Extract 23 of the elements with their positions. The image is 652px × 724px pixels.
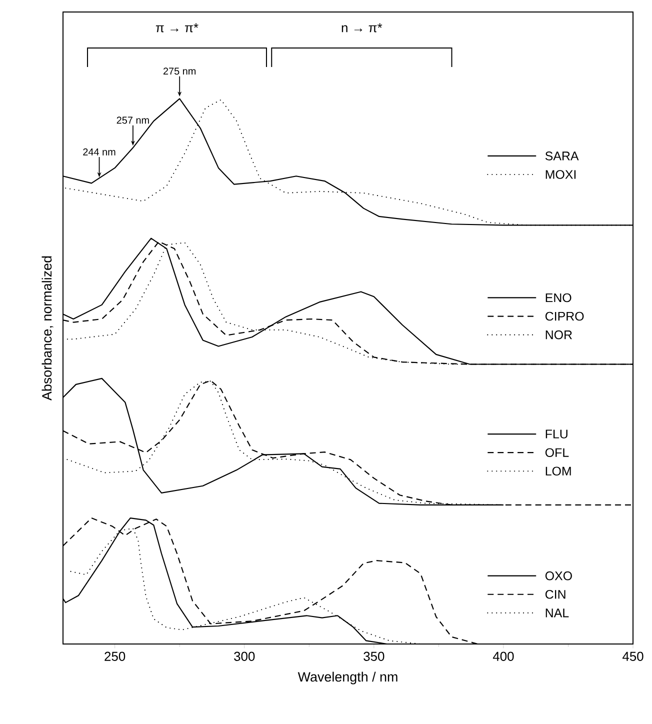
legend-label: SARA [545, 152, 579, 160]
legend-label: MOXI [546, 170, 576, 179]
legend-label: LOM [546, 466, 571, 476]
x-tick-label: 450 [622, 652, 644, 661]
annotation: 275 nm [163, 68, 196, 75]
legend-label: OFL [545, 448, 569, 458]
text: n → π* [342, 23, 382, 32]
x-tick-label: 300 [234, 652, 255, 661]
x-tick-label: 350 [364, 652, 384, 661]
annotation: 257 nm [116, 116, 149, 124]
legend-label: NAL [546, 608, 569, 618]
x-tick-label: 250 [104, 652, 126, 661]
x-tick-label: 400 [492, 652, 514, 661]
legend-label: OXO [545, 571, 572, 580]
legend-label: CIPRO [545, 312, 584, 321]
x-axis-title: Wavelength / nm [298, 672, 398, 684]
legend-label: FLU [546, 430, 568, 438]
annotation: 244 nm [83, 148, 116, 156]
legend-label: NOR [546, 330, 572, 340]
y-axis-title: Absorbance, normalized [42, 256, 54, 400]
text: π → π* [156, 23, 198, 32]
legend-label: ENO [546, 293, 572, 302]
legend-label: CIN [545, 590, 566, 599]
